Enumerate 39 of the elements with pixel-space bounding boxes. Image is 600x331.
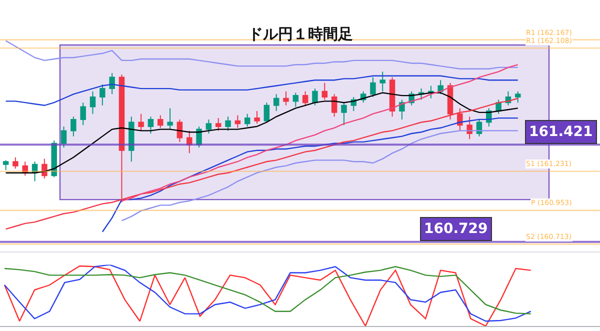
candlestick [90, 90, 96, 114]
candlestick [167, 108, 173, 130]
candlestick [302, 90, 308, 106]
candlestick [292, 92, 299, 108]
candlestick [148, 116, 154, 134]
candlestick [225, 116, 231, 132]
candlestick [128, 116, 134, 162]
candlestick [283, 90, 289, 106]
candlestick [264, 102, 270, 123]
candlestick [438, 80, 444, 95]
ref-line-label: 161.421 [529, 124, 593, 140]
candlestick [380, 71, 386, 92]
candlestick [215, 118, 222, 132]
candlestick [273, 94, 280, 112]
candlestick [12, 156, 18, 170]
candlestick [100, 84, 106, 106]
candlestick [244, 113, 250, 127]
candlestick [60, 126, 67, 148]
candlestick [254, 110, 260, 124]
candlestick [206, 118, 212, 134]
candlestick [331, 94, 338, 118]
ref-line-label: 160.729 [424, 221, 488, 237]
candlestick [322, 82, 328, 100]
candlestick [32, 161, 38, 182]
candlestick [312, 88, 318, 106]
candlestick [80, 102, 86, 126]
candlestick [109, 72, 115, 95]
candlestick [515, 90, 521, 104]
text: ドル円１時間足 [248, 25, 353, 43]
candlestick [234, 114, 241, 128]
candlestick [2, 160, 9, 171]
candlestick [42, 158, 48, 179]
candlestick [389, 76, 396, 118]
candlestick [158, 114, 164, 128]
candlestick [370, 76, 376, 98]
candlestick [457, 108, 463, 132]
candlestick [341, 102, 347, 126]
candlestick [138, 113, 144, 132]
candlestick [70, 116, 76, 137]
